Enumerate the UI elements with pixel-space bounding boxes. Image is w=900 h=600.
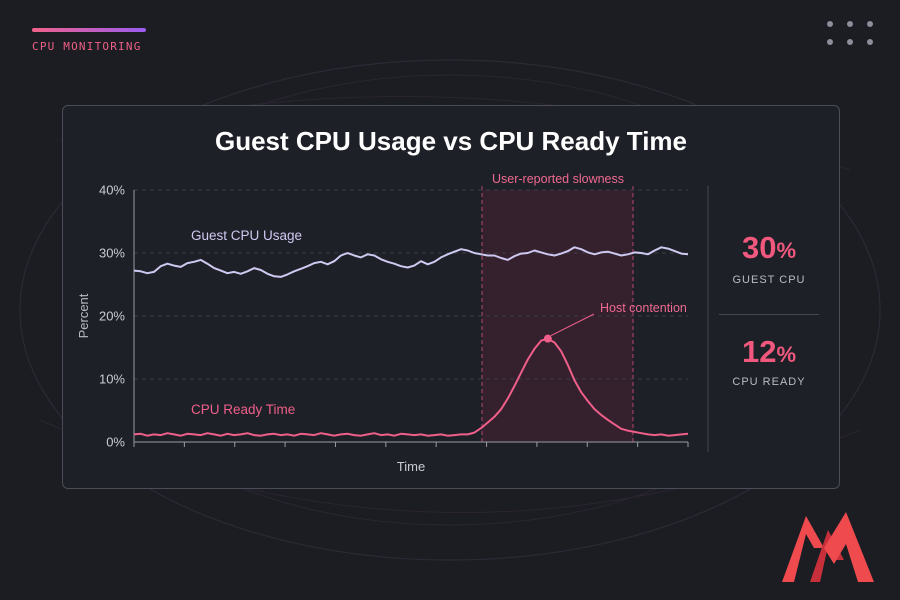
series bbox=[133, 246, 689, 437]
series-line-guest-cpu bbox=[133, 246, 689, 278]
y-tick-label: 30% bbox=[99, 246, 125, 261]
guest-cpu-stat-value: 30% bbox=[714, 230, 824, 266]
accent-bar bbox=[32, 28, 146, 32]
guest-cpu-stat-label: GUEST CPU bbox=[732, 274, 806, 286]
y-tick-labels: 0% 10% 20% 30% 40% bbox=[99, 183, 125, 450]
peak-leader-line bbox=[550, 313, 595, 337]
series-label-guest-cpu: Guest CPU Usage bbox=[191, 228, 302, 243]
y-tick-label: 0% bbox=[106, 435, 125, 450]
cpu-ready-stat-value: 12% bbox=[714, 334, 824, 370]
x-axis-label: Time bbox=[397, 459, 425, 474]
y-tick-label: 10% bbox=[99, 372, 125, 387]
brand-logo bbox=[782, 512, 874, 582]
series-line-cpu-ready bbox=[133, 337, 689, 437]
cpu-ready-stat-number: 12 bbox=[741, 334, 777, 369]
guest-cpu-stat-number: 30 bbox=[741, 230, 777, 265]
stat-divider bbox=[719, 314, 819, 315]
guest-cpu-stat-unit: % bbox=[776, 238, 797, 263]
x-ticks bbox=[133, 442, 689, 447]
y-axis-label: Percent bbox=[76, 293, 91, 338]
chart-card bbox=[62, 105, 840, 489]
cpu-ready-stat-label: CPU READY bbox=[732, 376, 806, 388]
y-tick-label: 20% bbox=[99, 309, 125, 324]
peak-marker bbox=[543, 334, 552, 343]
axes bbox=[133, 186, 709, 452]
chart-title: Guest CPU Usage vs CPU Ready Time bbox=[214, 126, 688, 156]
y-tick-label: 40% bbox=[99, 183, 125, 198]
more-options-icon[interactable] bbox=[823, 18, 877, 50]
cpu-ready-stat-unit: % bbox=[776, 342, 797, 367]
series-label-cpu-ready: CPU Ready Time bbox=[191, 402, 295, 417]
peak-annotation: Host contention bbox=[600, 301, 687, 315]
section-label: CPU MONITORING bbox=[32, 40, 142, 53]
highlight-label: User-reported slowness bbox=[492, 172, 624, 186]
